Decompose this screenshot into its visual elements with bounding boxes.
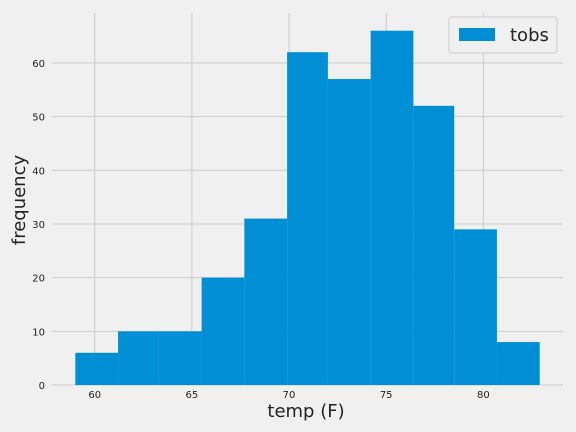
x-axis-label: temp (F) xyxy=(267,401,344,422)
histogram-bar xyxy=(118,331,159,385)
y-tick-label: 20 xyxy=(32,274,45,285)
histogram-bar xyxy=(327,79,371,385)
histogram-bar xyxy=(496,342,540,385)
histogram-bar xyxy=(454,229,497,385)
x-tick-label: 75 xyxy=(380,390,393,401)
y-axis-label: frequency xyxy=(9,155,30,246)
y-tick-label: 40 xyxy=(32,166,45,177)
histogram-bar xyxy=(158,331,202,385)
legend-swatch-tobs xyxy=(459,28,495,41)
legend: tobs xyxy=(448,16,558,54)
bars xyxy=(75,30,540,386)
x-tick-label: 70 xyxy=(283,390,296,401)
y-tick-labels: 0 10 20 30 40 50 60 xyxy=(32,59,45,392)
x-tick-label: 80 xyxy=(477,390,490,401)
y-tick-label: 0 xyxy=(39,381,45,392)
histogram-bar xyxy=(75,352,119,385)
legend-box xyxy=(448,16,558,54)
histogram-bar xyxy=(287,52,328,385)
histogram-bar xyxy=(244,218,288,385)
histogram-bar xyxy=(201,277,245,385)
histogram-bar xyxy=(413,105,455,386)
y-tick-label: 60 xyxy=(32,59,45,70)
y-tick-label: 30 xyxy=(32,220,45,231)
y-tick-label: 50 xyxy=(32,113,45,124)
x-tick-label: 65 xyxy=(186,390,199,401)
x-tick-label: 60 xyxy=(88,390,101,401)
histogram-bar xyxy=(370,30,414,385)
legend-label-tobs: tobs xyxy=(510,25,549,46)
y-tick-label: 10 xyxy=(32,327,45,338)
x-tick-labels: 60 65 70 75 80 xyxy=(88,390,489,401)
